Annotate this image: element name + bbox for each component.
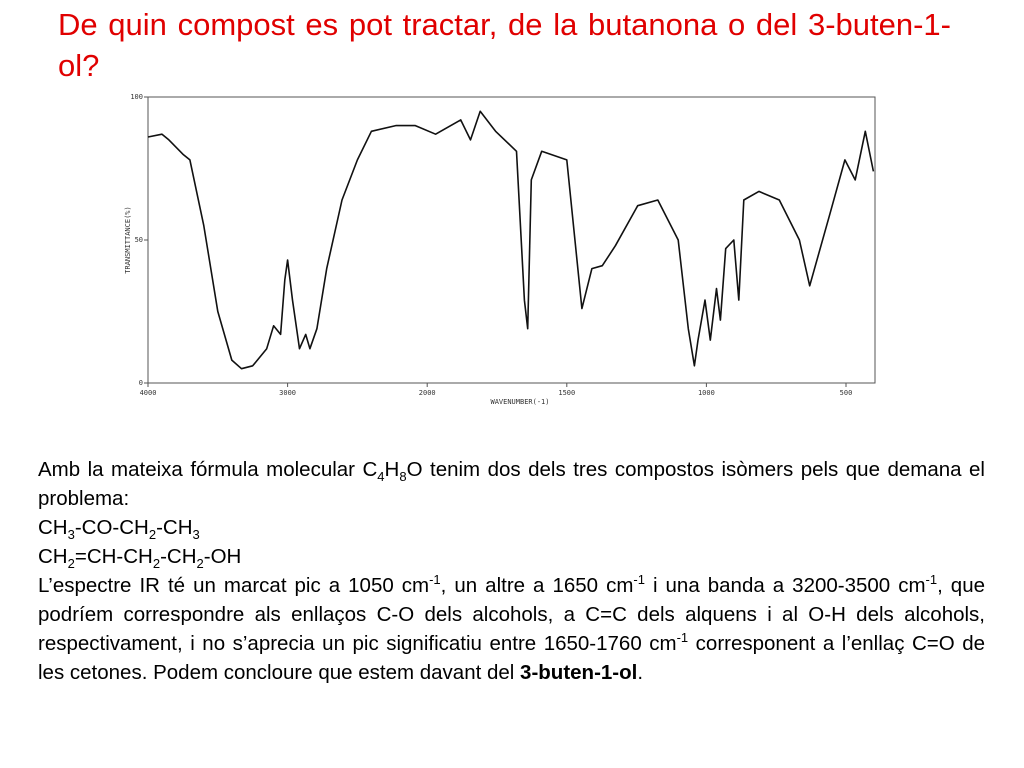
text-run: Amb la mateixa fórmula molecular C [38,458,378,481]
slide-title: De quin compost es pot tractar, de la bu… [58,7,951,83]
text-run: , un altre a 1650 cm [440,574,634,597]
text-run: -OH [203,545,242,568]
y-tick-label: 100 [130,93,143,101]
paragraph: CH3-CO-CH2-CH3 [38,513,985,542]
text-run: corresponent a l’enllaç C=O de les ceton… [38,632,986,684]
x-axis-label: WAVENUMBER(-1) [490,398,549,406]
text-run: -1 [676,630,689,646]
text-run: 3 [67,527,75,543]
x-tick-label: 500 [840,389,853,397]
paragraph: CH2=CH-CH2-CH2-OH [38,542,985,571]
y-tick-label: 50 [135,236,143,244]
y-axis-label: TRANSMITTANCE(%) [124,206,132,273]
ir-spectrum: WAVENUMBER(-1) TRANSMITTANCE(%) 4000 3000… [124,93,876,406]
text-run: =CH-CH [74,545,153,568]
text-run: -1 [633,572,645,588]
paragraph: L’espectre IR té un marcat pic a 1050 cm… [38,571,985,687]
text-run: CH [38,516,68,539]
spectrum-line [147,110,875,370]
text-run: -1 [429,572,441,588]
text-run: CH [38,545,68,568]
text-run: H [384,458,400,481]
text-run: L’espectre IR té un marcat pic a 1050 cm [38,574,430,597]
text-run: 3-buten-1-ol [520,661,638,684]
text-run: -CH [156,516,193,539]
text-run: -CH [160,545,197,568]
text-run: 2 [196,556,204,572]
y-tick-label: 0 [139,379,143,387]
paragraph: Amb la mateixa fórmula molecular C4H8O t… [38,455,985,513]
text-run: O tenim dos dels tres compostos isòmers … [38,458,985,510]
x-tick-label: 3000 [279,389,296,397]
text-run: -CO-CH [74,516,149,539]
text-run: 8 [399,469,407,485]
x-tick-label: 4000 [140,389,157,397]
text-run: 4 [377,469,385,485]
x-tick-label: 2000 [419,389,436,397]
text-run: i una banda a 3200-3500 cm [644,574,926,597]
text-run: 2 [148,527,157,543]
text-run: . [637,661,644,684]
text-run: -1 [925,572,938,588]
text-run: 3 [192,527,200,543]
x-tick-label: 1500 [558,389,575,397]
plot-frame [147,96,876,384]
text-run: 2 [67,556,75,572]
text-run: , que podríem correspondre als enllaços … [38,574,985,655]
x-tick-label: 1000 [698,389,715,397]
body-text: Amb la mateixa fórmula molecular C4H8O t… [38,455,985,687]
text-run: 2 [152,556,161,572]
